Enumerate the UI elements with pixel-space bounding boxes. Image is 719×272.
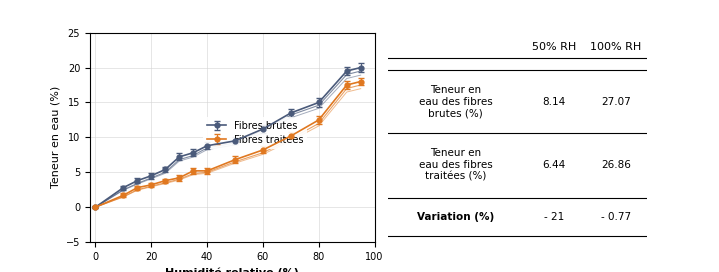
Text: 26.86: 26.86 xyxy=(601,160,631,169)
Text: Variation (%): Variation (%) xyxy=(417,212,494,222)
Y-axis label: Teneur en eau (%): Teneur en eau (%) xyxy=(50,86,60,188)
Text: - 0.77: - 0.77 xyxy=(601,212,631,222)
X-axis label: Humidité relative (%): Humidité relative (%) xyxy=(165,267,299,272)
Text: 6.44: 6.44 xyxy=(542,160,566,169)
Text: 50% RH: 50% RH xyxy=(532,42,576,52)
Text: Teneur en
eau des fibres
traitées (%): Teneur en eau des fibres traitées (%) xyxy=(418,148,493,181)
Text: - 21: - 21 xyxy=(544,212,564,222)
Text: 8.14: 8.14 xyxy=(542,97,566,107)
Text: Teneur en
eau des fibres
brutes (%): Teneur en eau des fibres brutes (%) xyxy=(418,85,493,118)
Legend: Fibres brutes, Fibres traitées: Fibres brutes, Fibres traitées xyxy=(203,117,308,149)
Text: 100% RH: 100% RH xyxy=(590,42,641,52)
Text: 27.07: 27.07 xyxy=(601,97,631,107)
